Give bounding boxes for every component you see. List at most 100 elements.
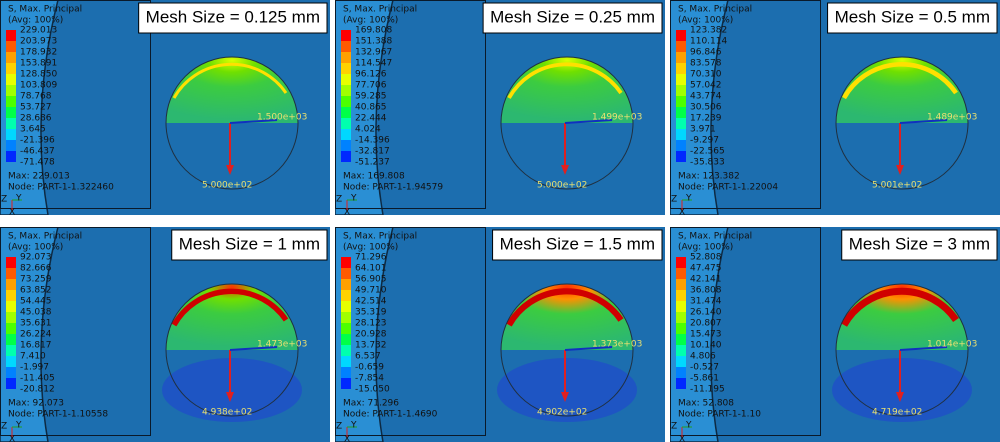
legend-value: 28.686 <box>20 114 52 124</box>
legend-value: 114.547 <box>355 59 392 69</box>
legend-value: 63.852 <box>20 286 52 296</box>
fea-panel: 1.500e+03 5.000e+02 S, Max. Principal(Avg:… <box>0 0 330 215</box>
legend-swatch <box>341 290 351 301</box>
triad-label: Z <box>1 422 7 432</box>
legend-swatch <box>341 356 351 367</box>
legend-value: 45.038 <box>20 308 52 318</box>
legend-value: 7.410 <box>20 352 46 362</box>
arrow-right <box>564 119 613 124</box>
stress-arc <box>507 62 623 99</box>
arrow-right <box>564 346 613 351</box>
legend-value: 17.239 <box>690 114 722 124</box>
legend-swatch <box>676 323 686 334</box>
legend-value: 59.285 <box>355 92 387 102</box>
legend-swatch <box>341 74 351 85</box>
legend-swatch <box>6 74 16 85</box>
legend-value: 73.259 <box>20 275 52 285</box>
stress-arc <box>840 287 959 327</box>
mesh-size-box <box>827 2 998 34</box>
legend-value: -11.405 <box>20 374 55 384</box>
legend-value: 35.319 <box>355 308 387 318</box>
load-label: 5.000e+02 <box>202 181 252 191</box>
legend-swatch <box>341 301 351 312</box>
legend-value: 57.042 <box>690 81 722 91</box>
triad-label: X <box>9 208 15 216</box>
mesh-size-label: Mesh Size = 0.125 mm <box>146 7 320 26</box>
legend-value: 53.727 <box>20 103 52 113</box>
triad-label: X <box>679 435 685 442</box>
legend-value: 132.967 <box>355 48 392 58</box>
max-label: Max: 123.382 <box>678 172 740 182</box>
mesh-size-box <box>138 2 328 34</box>
legend-value: -7.854 <box>355 374 384 384</box>
stress-arc <box>172 62 288 99</box>
legend-swatch <box>341 151 351 162</box>
legend-swatch <box>6 85 16 96</box>
legend-value: -22.565 <box>690 147 725 157</box>
legend-value: -71.478 <box>20 158 55 168</box>
legend-swatch <box>341 107 351 118</box>
legend-box <box>670 0 821 209</box>
legend-swatch <box>6 268 16 279</box>
load-label: 1.489e+03 <box>927 113 977 123</box>
legend-value: -0.659 <box>355 363 384 373</box>
legend-value: 4.024 <box>355 125 381 135</box>
outline <box>835 283 969 417</box>
legend-value: -15.050 <box>355 385 390 395</box>
triad-label: Z <box>1 195 7 205</box>
legend-title: S, Max. Principal <box>8 232 82 242</box>
legend-value: 96.846 <box>690 48 722 58</box>
legend-value: -35.833 <box>690 158 725 168</box>
legend-title: S, Max. Principal <box>678 5 752 15</box>
legend-value: -14.396 <box>355 136 390 146</box>
legend-swatch <box>341 129 351 140</box>
legend-swatch <box>676 74 686 85</box>
legend-swatch <box>6 52 16 63</box>
triad-label: X <box>679 208 685 216</box>
legend-swatch <box>676 367 686 378</box>
legend-swatch <box>676 301 686 312</box>
legend-value: 151.388 <box>355 37 392 47</box>
legend-swatch <box>676 96 686 107</box>
max-label: Max: 169.808 <box>343 172 405 182</box>
arrow-head <box>561 165 569 175</box>
legend-box <box>335 0 486 209</box>
legend-value: 52.808 <box>690 253 722 263</box>
legend-value: -20.812 <box>20 385 55 395</box>
load-label: 5.001e+02 <box>872 181 922 191</box>
legend-swatch <box>676 290 686 301</box>
legend-swatch <box>676 140 686 151</box>
legend-value: 28.123 <box>355 319 387 329</box>
outline <box>500 56 634 190</box>
legend-swatch <box>676 85 686 96</box>
stress-arc <box>171 288 289 327</box>
legend-avg: (Avg: 100%) <box>8 243 63 253</box>
legend-value: 43.774 <box>690 92 722 102</box>
legend-value: -51.237 <box>355 158 390 168</box>
legend-avg: (Avg: 100%) <box>678 243 733 253</box>
legend-swatch <box>6 345 16 356</box>
legend-value: -46.437 <box>20 147 55 157</box>
legend-swatch <box>6 257 16 268</box>
legend-value: 153.891 <box>20 59 57 69</box>
legend-swatch <box>6 279 16 290</box>
legend-avg: (Avg: 100%) <box>343 243 398 253</box>
mesh-size-box <box>482 2 663 34</box>
legend-swatch <box>676 334 686 345</box>
node-label: Node: PART-1-1.10558 <box>8 410 108 420</box>
mesh-size-label: Mesh Size = 1.5 mm <box>500 234 655 253</box>
legend-swatch <box>6 129 16 140</box>
legend-swatch <box>341 96 351 107</box>
arrow-right <box>229 119 278 124</box>
legend-value: 16.817 <box>20 341 52 351</box>
fea-panel: 1.473e+03 4.938e+02 S, Max. Principal(Avg:… <box>0 227 330 442</box>
legend-value: 49.710 <box>355 286 387 296</box>
legend-value: 42.514 <box>355 297 387 307</box>
legend-value: 6.537 <box>355 352 381 362</box>
arrow-head <box>896 165 904 175</box>
legend-value: 103.809 <box>20 81 57 91</box>
load-label: 4.719e+02 <box>872 408 922 418</box>
legend-swatch <box>341 323 351 334</box>
legend-value: 56.905 <box>355 275 387 285</box>
legend-value: 40.865 <box>355 103 387 113</box>
